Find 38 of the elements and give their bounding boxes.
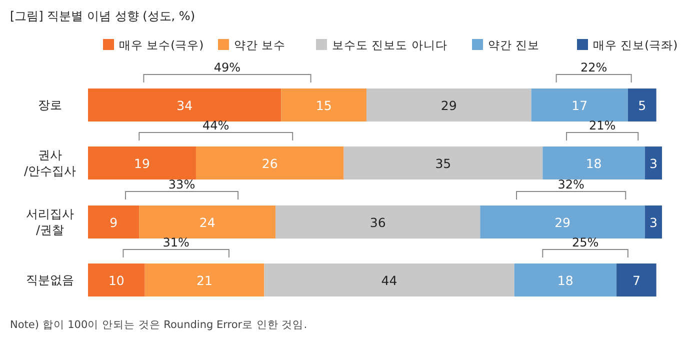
data-label: 36 — [370, 215, 386, 230]
data-label: 34 — [176, 98, 193, 113]
y-tick-label: 직분없음 — [26, 273, 74, 287]
data-label: 9 — [110, 215, 118, 230]
data-label: 44 — [381, 273, 398, 288]
data-label: 29 — [440, 98, 457, 113]
data-label: 5 — [638, 98, 646, 113]
text: 22% — [580, 60, 608, 74]
annotation: 25% — [572, 236, 599, 250]
data-label: 7 — [632, 273, 640, 288]
data-label: 35 — [435, 156, 452, 171]
legend-label: 약간 진보 — [488, 38, 540, 52]
data-label: 18 — [557, 273, 574, 288]
y-tick-label: 장로 — [38, 98, 62, 112]
chart-title: [그림] 직분별 이념 성향 (성도, %) — [10, 9, 196, 23]
legend-label: 매우 보수(극우) — [119, 38, 204, 52]
data-label: 26 — [262, 156, 278, 171]
data-label: 21 — [196, 273, 212, 288]
data-label: 3 — [650, 156, 658, 171]
text: 49% — [214, 60, 241, 74]
data-label: 10 — [108, 273, 124, 288]
data-label: 17 — [572, 98, 588, 113]
text: Note) 합이 100이 안되는 것은 Rounding Error로 인한 것임. — [10, 319, 308, 331]
data-label: 15 — [316, 98, 332, 113]
annotation: 33% — [168, 178, 196, 192]
data-label: 18 — [586, 156, 602, 171]
data-label: 29 — [554, 215, 571, 230]
data-label: 24 — [199, 215, 216, 230]
annotation: 32% — [558, 178, 584, 192]
data-label: 3 — [650, 215, 658, 230]
y-tick-label: 서리집사 /권찰 — [26, 207, 74, 237]
annotation: 44% — [202, 118, 230, 132]
data-label: 19 — [134, 156, 150, 171]
y-tick-label: 권사 /안수집사 — [24, 148, 76, 178]
annotation: 31% — [162, 236, 190, 250]
legend-label: 약간 보수 — [234, 38, 286, 52]
annotation: 21% — [588, 118, 616, 132]
legend-label: 매우 진보(극좌) — [593, 38, 678, 52]
